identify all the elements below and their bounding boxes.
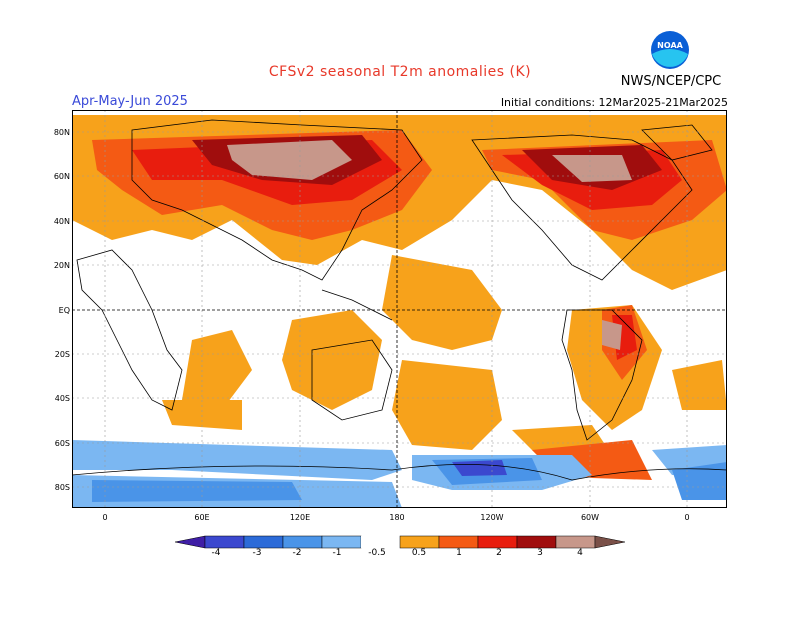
colorbar-label: 4: [577, 548, 583, 558]
colorbar-cell: [555, 535, 596, 549]
colorbar-cell: [361, 536, 400, 548]
color-bar: [175, 535, 625, 549]
anomaly-map: [72, 110, 727, 508]
initial-conditions: Initial conditions: 12Mar2025-21Mar2025: [500, 96, 728, 109]
colorbar-cell: [243, 535, 284, 549]
colorbar-cell: [204, 535, 245, 549]
noaa-logo: [650, 30, 690, 70]
colorbar-cell: [321, 535, 362, 549]
lat-label: 80N: [53, 128, 70, 137]
lat-label: 80S: [54, 483, 70, 492]
colorbar-label: -3: [252, 548, 262, 558]
colorbar-label: -0.5: [368, 548, 386, 558]
lat-label: 60N: [53, 172, 70, 181]
lon-label: 0: [102, 513, 108, 522]
colorbar-cell: [594, 535, 625, 549]
colorbar-label: 1: [456, 548, 462, 558]
lon-label: 120W: [480, 513, 504, 522]
warm-anomaly-4plus: [227, 140, 632, 350]
lon-label: 120E: [289, 513, 311, 522]
lat-label: 20S: [54, 350, 70, 359]
colorbar-cell: [282, 535, 323, 549]
colorbar-cell: [399, 535, 440, 549]
colorbar-label: -1: [332, 548, 342, 558]
map-frame: [72, 110, 727, 508]
colorbar-label: -4: [211, 548, 221, 558]
lon-label: 60E: [194, 513, 210, 522]
lat-label: 20N: [53, 261, 70, 270]
lat-label: 40S: [54, 394, 70, 403]
lon-label: 60W: [580, 513, 600, 522]
map-title: CFSv2 seasonal T2m anomalies (K): [268, 64, 532, 80]
colorbar-label: -2: [292, 548, 302, 558]
colorbar-label: 2: [496, 548, 502, 558]
colorbar-cell: [477, 535, 518, 549]
lon-label: 0: [684, 513, 690, 522]
lat-label: 60S: [54, 439, 70, 448]
gridlines: [72, 110, 727, 508]
colorbar-label: 3: [537, 548, 543, 558]
colorbar-label: 0.5: [411, 548, 427, 558]
lat-label: EQ: [58, 306, 70, 315]
colorbar-cell: [175, 535, 206, 549]
forecast-period: Apr-May-Jun 2025: [72, 94, 188, 109]
lon-label: 180: [389, 513, 405, 522]
equator-and-dateline: [72, 110, 727, 508]
lat-label: 40N: [53, 217, 70, 226]
agency-label: NWS/NCEP/CPC: [620, 74, 722, 89]
colorbar-cell: [516, 535, 557, 549]
colorbar-cell: [438, 535, 479, 549]
coastlines: [72, 119, 727, 481]
